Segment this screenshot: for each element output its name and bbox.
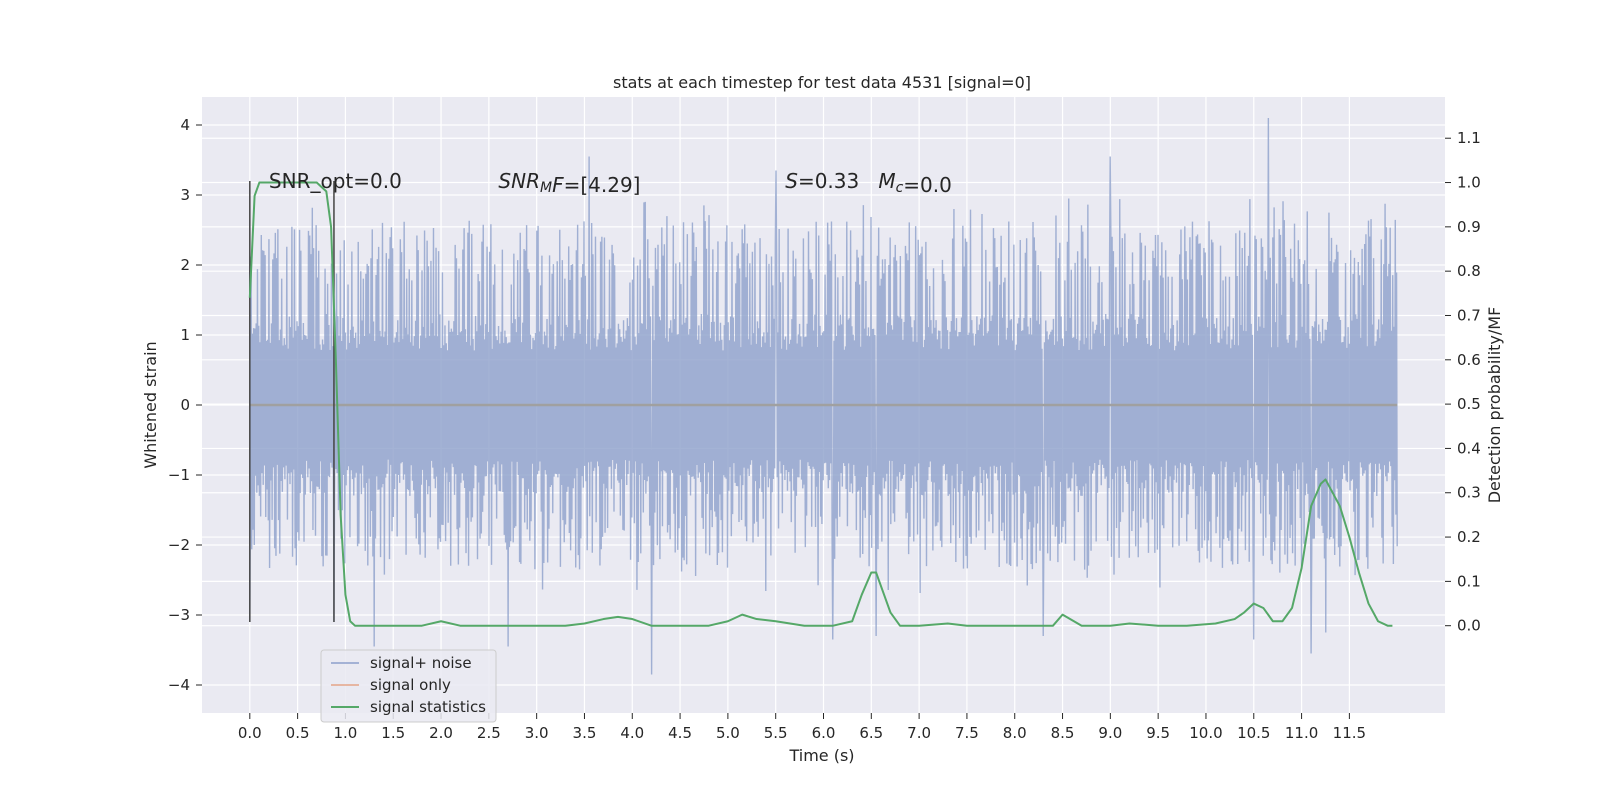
x-tick-label: 7.5 xyxy=(955,724,979,742)
tick-layer: 0.0 0.5 1.0 1.5 2.0 2.5 3.0 3.5 4.0 4.5 5.0 5.5 6.0 6… xyxy=(168,116,1481,742)
y-left-tick-label: 2 xyxy=(180,256,190,274)
y-right-tick-label: 0.5 xyxy=(1457,395,1481,413)
y-left-tick-label: −3 xyxy=(168,606,190,624)
y-right-tick-label: 0.2 xyxy=(1457,528,1481,546)
chart-title: stats at each timestep for test data 453… xyxy=(613,73,1031,92)
annotation-part xyxy=(859,169,878,193)
series-signal-statistics-line xyxy=(248,181,1393,627)
y-right-tick-label: 0.8 xyxy=(1457,262,1481,280)
x-tick-label: 10.0 xyxy=(1189,724,1222,742)
y-right-tick-label: 0.6 xyxy=(1457,351,1481,369)
x-tick-label: 1.5 xyxy=(381,724,405,742)
x-tick-label: 11.0 xyxy=(1285,724,1318,742)
legend-label-statistics: signal statistics xyxy=(370,698,486,716)
y-right-tick-label: 0.3 xyxy=(1457,484,1481,502)
x-tick-label: 4.5 xyxy=(668,724,692,742)
x-tick-label: 5.0 xyxy=(716,724,740,742)
y-left-tick-label: 0 xyxy=(180,396,190,414)
annotation-part: =[4.29] xyxy=(564,173,641,197)
annotation-part: M xyxy=(540,180,552,196)
y-left-tick-label: 3 xyxy=(180,186,190,204)
y-right-tick-label: 0.9 xyxy=(1457,218,1481,236)
legend-label-noise: signal+ noise xyxy=(370,654,472,672)
annotation-2: S=0.33 Mc=0.0 xyxy=(785,169,952,197)
y-left-tick-label: −1 xyxy=(168,466,190,484)
annotation-part: SNR xyxy=(498,169,540,193)
x-tick-label: 2.0 xyxy=(429,724,453,742)
x-tick-label: 7.0 xyxy=(907,724,931,742)
x-tick-label: 0.5 xyxy=(286,724,310,742)
x-tick-label: 10.5 xyxy=(1237,724,1270,742)
annotation-0: SNR_opt=0.0 xyxy=(269,169,402,193)
x-tick-label: 11.5 xyxy=(1333,724,1366,742)
y-axis-left-label: Whitened strain xyxy=(141,341,160,468)
x-axis-label: Time (s) xyxy=(788,746,854,765)
series-layer xyxy=(248,117,1398,675)
x-tick-label: 2.5 xyxy=(477,724,501,742)
legend-label-signal: signal only xyxy=(370,676,451,694)
annotation-part: F xyxy=(552,173,564,197)
x-tick-label: 3.0 xyxy=(525,724,549,742)
annotation-1: SNRMF=[4.29] xyxy=(498,169,640,197)
legend-box xyxy=(320,649,497,723)
y-right-tick-label: 0.1 xyxy=(1457,572,1481,590)
x-tick-label: 6.5 xyxy=(859,724,883,742)
annotation-part: c xyxy=(896,180,904,196)
x-tick-label: 9.0 xyxy=(1098,724,1122,742)
annotation-part: S xyxy=(785,169,798,193)
y-left-tick-label: −4 xyxy=(168,676,190,694)
annotation-part: =0.0 xyxy=(903,173,952,197)
x-tick-label: 8.5 xyxy=(1051,724,1075,742)
x-tick-label: 0.0 xyxy=(238,724,262,742)
x-tick-label: 5.5 xyxy=(764,724,788,742)
y-right-tick-label: 0.7 xyxy=(1457,306,1481,324)
y-left-tick-label: 1 xyxy=(180,326,190,344)
y-right-tick-label: 1.0 xyxy=(1457,174,1481,192)
y-axis-right-label: Detection probability/MF xyxy=(1485,307,1504,504)
x-tick-label: 8.0 xyxy=(1003,724,1027,742)
x-tick-label: 9.5 xyxy=(1146,724,1170,742)
annotation-part: M xyxy=(878,169,895,193)
legend: signal+ noise signal only signal statist… xyxy=(320,649,497,723)
annotations: SNR_opt=0.0 SNRMF=[4.29] S=0.33 Mc=0.0 xyxy=(269,169,952,197)
x-tick-label: 3.5 xyxy=(573,724,597,742)
y-right-tick-label: 0.0 xyxy=(1457,617,1481,635)
annotation-part: =0.33 xyxy=(798,169,859,193)
y-right-tick-label: 1.1 xyxy=(1457,129,1481,147)
x-tick-label: 4.0 xyxy=(620,724,644,742)
y-right-tick-label: 0.4 xyxy=(1457,439,1481,457)
y-left-tick-label: 4 xyxy=(180,116,190,134)
x-tick-label: 1.0 xyxy=(333,724,357,742)
y-left-tick-label: −2 xyxy=(168,536,190,554)
x-tick-label: 6.0 xyxy=(812,724,836,742)
